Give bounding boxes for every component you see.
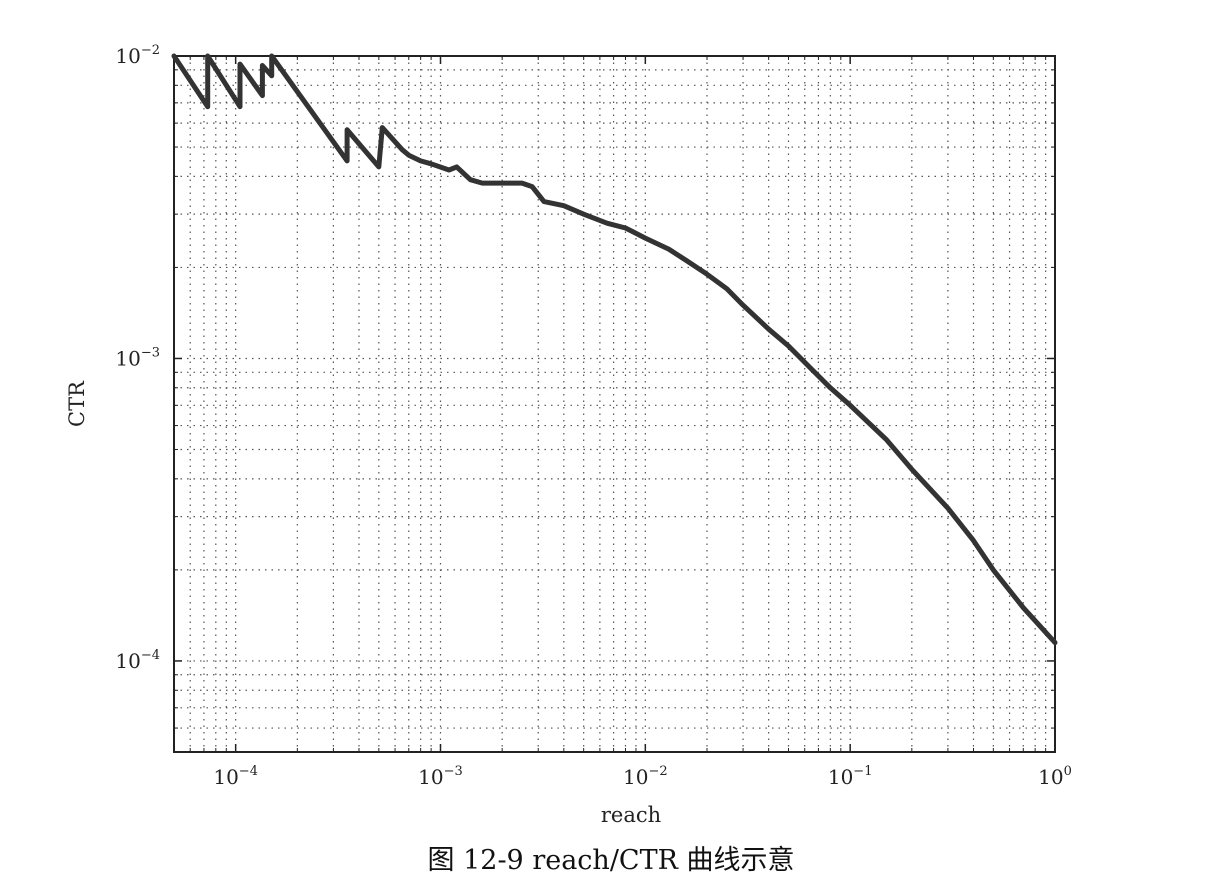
x-tick-label: 10−4: [213, 764, 258, 789]
plot-frame: [173, 55, 1056, 753]
x-tick-label: 10−3: [418, 764, 463, 789]
x-axis-label: reach: [601, 803, 661, 827]
axis-ticks: [173, 55, 1056, 753]
grid-lines: [174, 56, 1055, 752]
y-tick-label: 10−2: [115, 43, 160, 68]
series-layer: [171, 53, 1058, 646]
tick-labels: 10−4 10−3 10−2 10−1 100 10−4 10−3 10−2: [115, 43, 1071, 789]
x-tick-label: 10−1: [828, 764, 873, 789]
figure-caption: 图 12-9 reach/CTR 曲线示意: [427, 845, 795, 876]
reach-ctr-chart: 10−4 10−3 10−2 10−1 100 10−4 10−3 10−2 reach CT…: [65, 43, 1072, 827]
y-axis-label: CTR: [65, 380, 89, 427]
y-tick-label: 10−4: [115, 648, 160, 673]
series-line: [171, 53, 1058, 646]
x-tick-label: 10−2: [623, 764, 668, 789]
x-tick-label: 100: [1038, 764, 1072, 789]
y-tick-label: 10−3: [115, 345, 160, 370]
